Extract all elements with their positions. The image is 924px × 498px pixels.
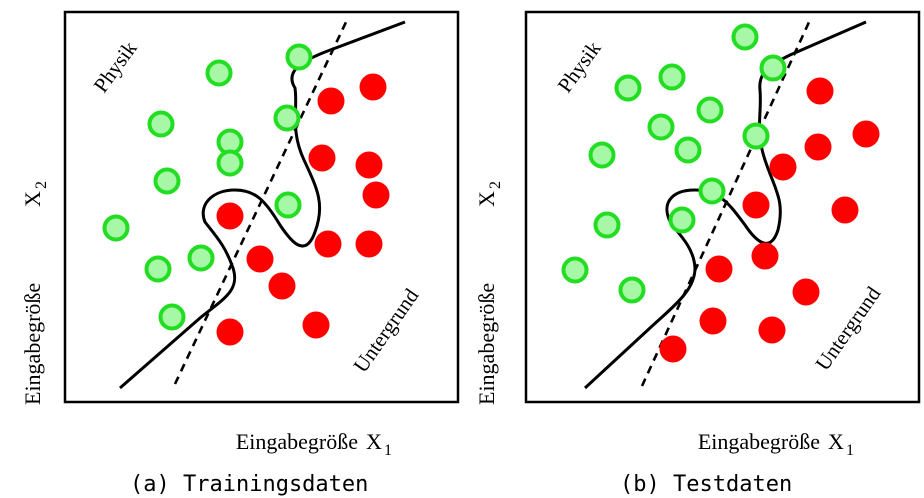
background-point [751, 242, 779, 270]
background-point [742, 191, 770, 219]
signal-point [696, 96, 724, 124]
signal-point [144, 255, 172, 283]
background-points [659, 77, 880, 363]
signal-point [588, 141, 616, 169]
linear-cut-line [173, 19, 349, 385]
signal-point [668, 206, 696, 234]
decision-boundary [583, 20, 867, 390]
panel-a: Eingabegröße X 1 Eingabegröße X 2 Physik… [20, 10, 460, 459]
signal-points [102, 43, 313, 331]
background-point [659, 335, 687, 363]
background-point [216, 318, 244, 346]
y-axis-symbol: X [474, 191, 499, 207]
x-axis-label: Eingabegröße [698, 429, 820, 454]
background-point [355, 151, 383, 179]
background-point [302, 311, 330, 339]
background-points [216, 73, 390, 346]
signal-point [647, 113, 675, 141]
signal-point [153, 167, 181, 195]
region-label-background: Untergrund [348, 284, 423, 377]
signal-point [102, 214, 130, 242]
x-axis-label: Eingabegröße [236, 429, 358, 454]
region-label-signal: Physik [553, 36, 606, 97]
x-axis-index: 1 [846, 442, 854, 459]
background-point [806, 77, 834, 105]
plot-frame [524, 10, 921, 404]
background-point [268, 272, 296, 300]
signal-point [731, 23, 759, 51]
signal-point [614, 74, 642, 102]
signal-points [561, 23, 787, 304]
caption-b: (b) Testdaten [620, 472, 793, 497]
x-axis-index: 1 [384, 442, 392, 459]
signal-point [658, 63, 686, 91]
signal-point [561, 256, 589, 284]
y-axis-index: 2 [33, 181, 50, 189]
panel-b: Eingabegröße X 1 Eingabegröße X 2 Physik… [474, 10, 921, 459]
background-point [705, 255, 733, 283]
signal-point [285, 43, 313, 71]
background-point [314, 230, 342, 258]
background-point [769, 153, 797, 181]
y-axis-label: Eingabegröße [474, 283, 499, 405]
signal-point [187, 244, 215, 272]
plot-frame [63, 10, 460, 404]
x-axis-symbol: X [366, 429, 382, 454]
background-point [216, 202, 244, 230]
background-point [246, 245, 274, 273]
signal-point [273, 104, 301, 132]
signal-point [147, 110, 175, 138]
signal-point [593, 211, 621, 239]
y-axis-title: Eingabegröße X 2 [474, 181, 504, 405]
signal-point [698, 177, 726, 205]
region-label-background: Untergrund [810, 282, 885, 375]
signal-point [674, 136, 702, 164]
background-point [699, 307, 727, 335]
background-point [317, 87, 345, 115]
y-axis-label: Eingabegröße [20, 283, 45, 405]
background-point [792, 278, 820, 306]
background-point [362, 181, 390, 209]
decision-boundary [119, 20, 406, 390]
background-point [308, 144, 336, 172]
y-axis-title: Eingabegröße X 2 [20, 181, 50, 405]
background-point [804, 133, 832, 161]
signal-point [216, 149, 244, 177]
background-point [852, 120, 880, 148]
signal-point [742, 122, 770, 150]
signal-point [618, 276, 646, 304]
y-axis-index: 2 [487, 181, 504, 189]
signal-point [274, 191, 302, 219]
region-label-signal: Physik [89, 36, 142, 97]
signal-point [158, 303, 186, 331]
background-point [359, 73, 387, 101]
caption-a: (a) Trainingsdaten [130, 472, 369, 497]
signal-point [759, 54, 787, 82]
y-axis-symbol: X [20, 191, 45, 207]
background-point [831, 196, 859, 224]
background-point [758, 316, 786, 344]
x-axis-symbol: X [828, 429, 844, 454]
background-point [355, 230, 383, 258]
signal-point [205, 59, 233, 87]
